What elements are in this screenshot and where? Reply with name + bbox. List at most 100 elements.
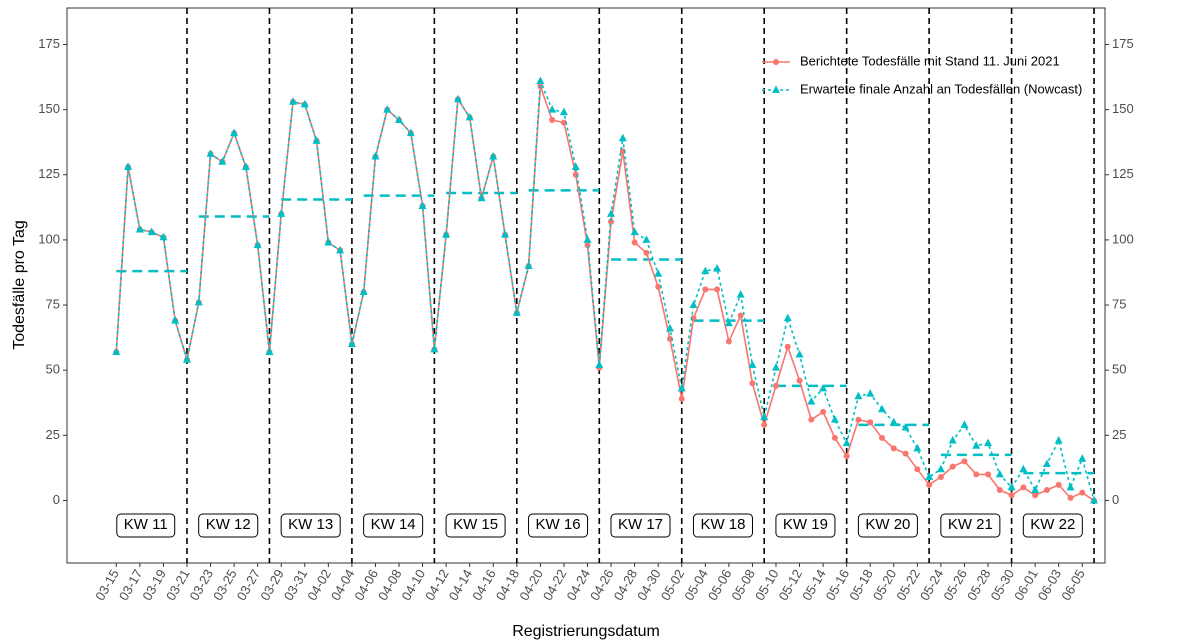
data-point xyxy=(713,264,722,272)
data-point xyxy=(1008,492,1015,499)
week-label-text: KW 12 xyxy=(206,516,251,533)
y2-tick-label: 175 xyxy=(1112,36,1134,51)
data-point xyxy=(820,408,827,415)
week-label: KW 22 xyxy=(1022,513,1083,538)
data-point xyxy=(1007,482,1016,491)
data-point xyxy=(1067,494,1074,501)
y-tick-label: 0 xyxy=(53,492,60,507)
week-label-box xyxy=(198,513,259,538)
data-point xyxy=(937,474,944,481)
week-label-box xyxy=(445,513,506,538)
data-point xyxy=(218,157,227,165)
data-point xyxy=(807,396,816,405)
series-line xyxy=(115,80,1095,501)
y-tick-label: 100 xyxy=(38,231,60,246)
week-label-box xyxy=(280,513,341,538)
data-point xyxy=(359,287,368,296)
data-point xyxy=(689,300,698,309)
data-point xyxy=(1032,492,1039,499)
data-point xyxy=(914,466,921,473)
week-label: KW 11 xyxy=(116,513,176,538)
data-point xyxy=(135,224,144,233)
data-point xyxy=(878,404,886,413)
data-point xyxy=(760,412,769,421)
week-label-text: KW 16 xyxy=(536,516,581,533)
data-point xyxy=(512,308,521,316)
data-point xyxy=(347,339,356,348)
x-axis-title: Registrierungsdatum xyxy=(512,623,660,640)
data-point xyxy=(819,383,828,392)
data-point xyxy=(595,360,604,368)
week-label-box xyxy=(116,513,176,538)
data-point xyxy=(560,119,567,126)
data-point xyxy=(655,283,662,290)
data-point xyxy=(571,162,580,170)
data-point xyxy=(265,347,274,355)
x-tick-label: 06-05 xyxy=(1058,567,1088,603)
data-point xyxy=(926,481,933,488)
data-point xyxy=(1066,482,1075,491)
data-point xyxy=(630,227,639,236)
data-point xyxy=(866,389,875,397)
y2-tick-label: 75 xyxy=(1112,296,1126,311)
week-label-text: KW 18 xyxy=(700,516,745,533)
y2-tick-label: 0 xyxy=(1112,492,1119,507)
data-point xyxy=(112,347,121,355)
data-point xyxy=(124,162,133,170)
week-label-text: KW 22 xyxy=(1030,516,1075,533)
data-point xyxy=(808,416,815,423)
data-point xyxy=(867,419,874,426)
data-point xyxy=(1054,436,1063,444)
data-point xyxy=(159,232,168,241)
data-point xyxy=(701,266,710,275)
data-point xyxy=(1020,484,1027,491)
y2-tick-label: 50 xyxy=(1112,362,1126,377)
data-point xyxy=(843,453,850,460)
data-point xyxy=(1043,487,1050,494)
week-label-text: KW 19 xyxy=(783,516,828,533)
data-point xyxy=(147,227,156,236)
data-point xyxy=(665,323,674,332)
y2-tick-label: 25 xyxy=(1112,427,1126,442)
data-point xyxy=(182,355,191,363)
y-tick-label: 50 xyxy=(46,362,60,377)
week-label: KW 15 xyxy=(445,513,506,538)
data-point xyxy=(548,105,557,113)
data-point xyxy=(678,395,685,402)
week-label: KW 17 xyxy=(610,513,671,538)
data-point xyxy=(324,238,333,246)
legend-label: Erwartete finale Anzahl an Todesfällen (… xyxy=(800,81,1082,96)
data-point xyxy=(549,117,556,124)
y-axis-title: Todesfälle pro Tag xyxy=(11,220,28,350)
data-point xyxy=(677,383,686,392)
data-point xyxy=(253,240,262,249)
data-point xyxy=(608,218,615,225)
week-label: KW 19 xyxy=(775,513,836,538)
data-point xyxy=(336,245,345,254)
data-point xyxy=(1079,489,1086,496)
data-point xyxy=(771,363,780,371)
series-line xyxy=(115,85,1095,502)
data-point xyxy=(666,335,673,342)
data-point xyxy=(995,469,1004,478)
data-point xyxy=(913,443,922,452)
data-point xyxy=(772,382,779,389)
data-point xyxy=(972,441,981,449)
week-label-box xyxy=(610,513,671,538)
data-point xyxy=(536,76,545,84)
data-point xyxy=(748,360,757,368)
week-label: KW 14 xyxy=(363,513,424,538)
week-label-text: KW 13 xyxy=(288,516,333,533)
plot-panel xyxy=(66,7,1106,564)
week-label: KW 12 xyxy=(198,513,259,538)
data-point xyxy=(371,152,380,160)
data-point xyxy=(289,97,297,105)
data-point xyxy=(783,313,792,322)
data-point xyxy=(1019,464,1028,473)
week-label-text: KW 11 xyxy=(124,516,168,533)
data-point xyxy=(996,487,1003,494)
week-label-box xyxy=(1022,513,1083,538)
week-label-text: KW 21 xyxy=(948,516,993,533)
data-point xyxy=(902,450,909,457)
